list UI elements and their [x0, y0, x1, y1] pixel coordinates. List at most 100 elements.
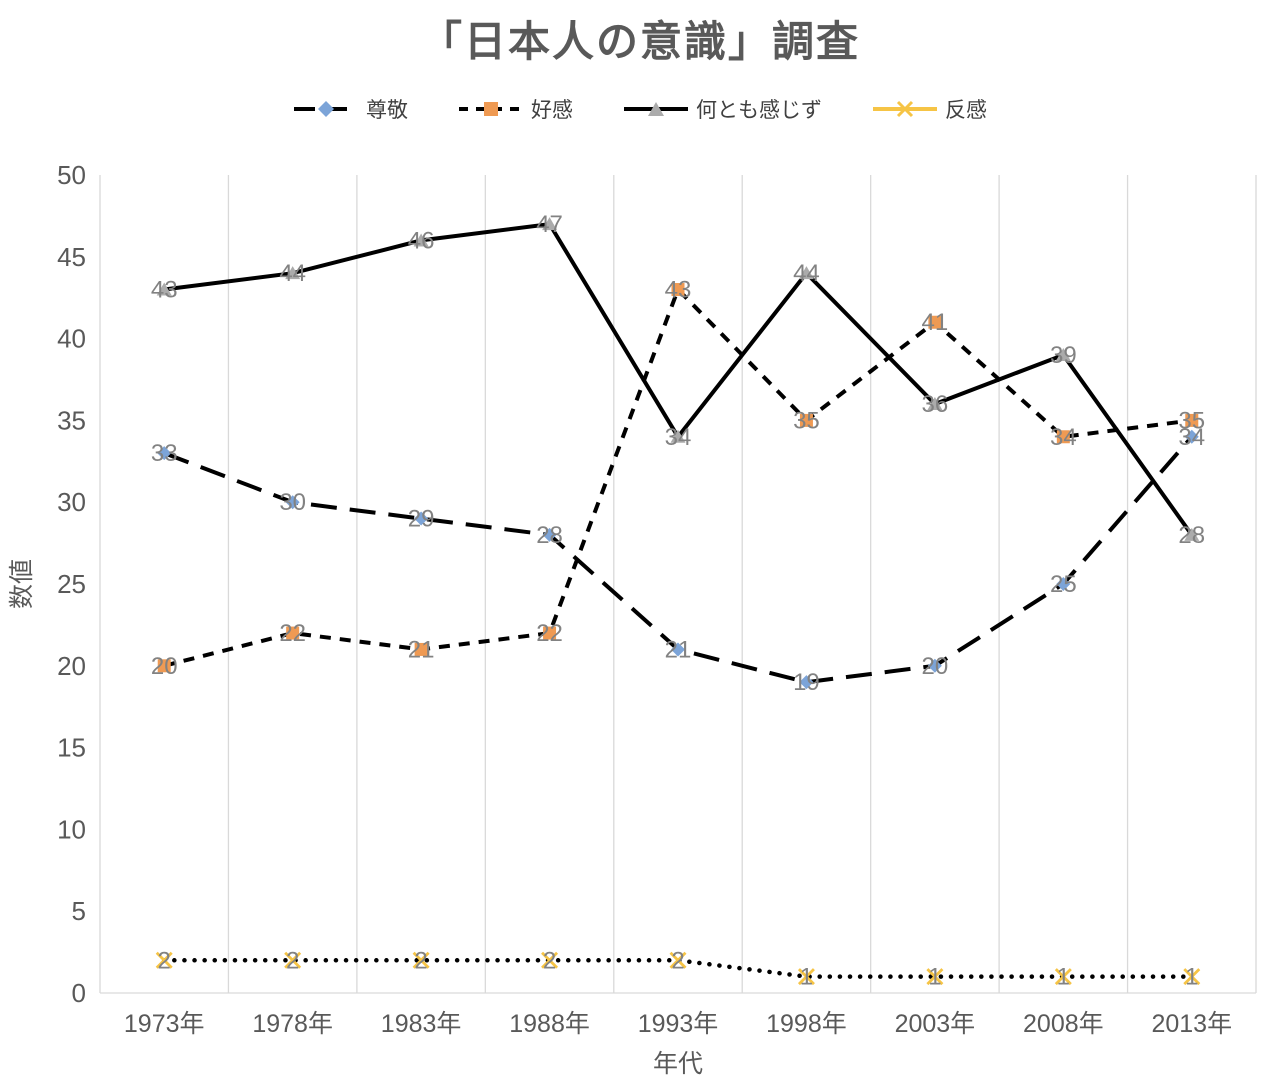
x-tick-label: 1973年 — [124, 1010, 205, 1038]
marker-square — [414, 642, 428, 656]
marker-x — [541, 951, 559, 969]
legend-item-sonkei: 尊敬 — [293, 94, 408, 124]
marker-diamond — [799, 675, 814, 690]
marker-square — [1185, 413, 1199, 427]
data-label-0: 33 — [151, 440, 178, 467]
data-label-1: 34 — [1050, 424, 1077, 451]
legend-item-hankan: 反感 — [872, 94, 987, 124]
marker-square — [1056, 430, 1070, 444]
marker-x — [1183, 968, 1201, 986]
data-label-0: 21 — [665, 636, 692, 663]
data-label-3: 1 — [800, 964, 813, 991]
marker-square — [157, 659, 171, 673]
marker-diamond — [157, 446, 172, 461]
y-tick-label: 5 — [72, 896, 86, 926]
data-label-0: 19 — [793, 669, 820, 696]
x-axis-title: 年代 — [653, 1050, 703, 1078]
y-tick-label: 40 — [57, 324, 86, 354]
y-tick-label: 30 — [57, 487, 86, 517]
data-label-0: 30 — [279, 489, 306, 516]
marker-triangle — [798, 266, 814, 280]
data-label-2: 36 — [922, 391, 949, 418]
data-label-0: 20 — [922, 653, 949, 680]
data-label-2: 47 — [536, 211, 563, 238]
legend-label-kokan: 好感 — [531, 99, 573, 122]
data-label-3: 1 — [1185, 964, 1198, 991]
legend-marker-diamond-icon — [294, 101, 358, 117]
data-label-1: 35 — [793, 407, 820, 434]
data-label-1: 41 — [922, 309, 949, 336]
x-tick-label: 2008年 — [1023, 1010, 1104, 1038]
data-label-3: 1 — [1057, 964, 1070, 991]
marker-triangle — [670, 429, 686, 443]
data-label-2: 46 — [408, 227, 435, 254]
series-line-2 — [163, 221, 1194, 537]
marker-diamond — [542, 527, 557, 542]
data-label-0: 34 — [1178, 424, 1205, 451]
data-label-3: 2 — [286, 947, 299, 974]
marker-diamond — [927, 658, 942, 673]
y-tick-label: 50 — [57, 160, 86, 190]
legend-label-hankan: 反感 — [945, 99, 987, 122]
y-tick-label: 15 — [57, 733, 86, 763]
marker-x — [926, 968, 944, 986]
marker-diamond — [1056, 577, 1071, 591]
legend-marker-x-icon — [873, 100, 937, 118]
marker-triangle — [156, 282, 172, 296]
y-axis-title: 数値 — [8, 559, 36, 609]
x-tick-label: 1978年 — [252, 1010, 333, 1038]
data-label-2: 28 — [1178, 522, 1205, 549]
marker-x — [155, 951, 173, 969]
marker-triangle — [927, 397, 943, 411]
marker-x — [412, 951, 430, 969]
data-label-2: 44 — [793, 260, 820, 287]
marker-x — [1054, 968, 1072, 986]
data-label-2: 34 — [665, 424, 692, 451]
data-label-3: 2 — [158, 947, 171, 974]
marker-x — [284, 951, 302, 969]
marker-x — [797, 968, 815, 986]
legend-label-sonkei: 尊敬 — [366, 99, 408, 122]
marker-diamond — [285, 495, 300, 510]
y-tick-label: 0 — [72, 978, 86, 1008]
marker-square — [671, 283, 685, 297]
data-label-0: 25 — [1050, 571, 1077, 598]
x-tick-label: 2013年 — [1151, 1010, 1232, 1038]
legend-item-kokan: 好感 — [458, 94, 573, 124]
data-label-3: 2 — [543, 947, 556, 974]
data-label-2: 44 — [279, 260, 306, 287]
data-label-1: 20 — [151, 653, 178, 680]
data-label-1: 22 — [279, 620, 306, 647]
x-tick-label: 1993年 — [638, 1010, 719, 1038]
y-tick-label: 25 — [57, 569, 86, 599]
x-tick-label: 2003年 — [895, 1010, 976, 1038]
data-label-3: 2 — [671, 947, 684, 974]
data-label-1: 22 — [536, 620, 563, 647]
marker-diamond — [671, 642, 685, 657]
marker-square — [543, 626, 557, 640]
marker-triangle — [542, 217, 558, 231]
x-tick-label: 1998年 — [766, 1010, 847, 1038]
marker-triangle — [285, 266, 301, 280]
y-tick-label: 20 — [57, 651, 86, 681]
y-tick-label: 45 — [57, 242, 86, 272]
data-label-1: 35 — [1178, 407, 1205, 434]
marker-x — [669, 951, 687, 969]
legend-marker-triangle-icon — [624, 102, 688, 116]
y-tick-label: 35 — [57, 405, 86, 435]
marker-diamond — [414, 511, 429, 526]
marker-diamond — [1184, 429, 1199, 444]
x-tick-label: 1988年 — [509, 1010, 590, 1038]
marker-square — [928, 315, 942, 329]
series-line-1 — [163, 285, 1193, 668]
legend-marker-square-icon — [459, 102, 523, 116]
marker-square — [286, 626, 300, 640]
data-label-0: 28 — [536, 522, 563, 549]
data-label-3: 2 — [414, 947, 427, 974]
data-label-3: 1 — [928, 964, 941, 991]
data-label-0: 29 — [408, 506, 435, 533]
data-label-2: 39 — [1050, 342, 1077, 369]
x-tick-label: 1983年 — [381, 1010, 462, 1038]
data-label-2: 43 — [151, 277, 178, 304]
